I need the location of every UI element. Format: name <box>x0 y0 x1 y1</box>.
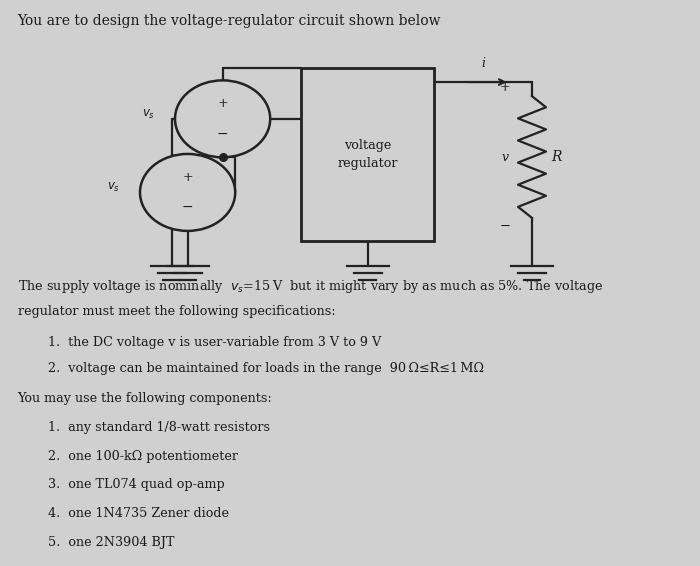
Text: +: + <box>217 97 228 110</box>
Text: +: + <box>182 170 193 183</box>
Text: $v_s$: $v_s$ <box>142 108 155 121</box>
Text: 1.  the DC voltage v is user-variable from 3 V to 9 V: 1. the DC voltage v is user-variable fro… <box>48 336 381 349</box>
Text: 1.  any standard 1/8-watt resistors: 1. any standard 1/8-watt resistors <box>48 421 270 434</box>
Text: 4.  one 1N4735 Zener diode: 4. one 1N4735 Zener diode <box>48 507 229 520</box>
Text: R: R <box>552 150 562 164</box>
Text: −: − <box>182 200 193 214</box>
Text: voltage
regulator: voltage regulator <box>337 139 398 170</box>
Text: You are to design the voltage-regulator circuit shown below: You are to design the voltage-regulator … <box>18 14 441 28</box>
Text: regulator must meet the following specifications:: regulator must meet the following specif… <box>18 305 335 318</box>
Text: 5.  one 2N3904 BJT: 5. one 2N3904 BJT <box>48 535 174 548</box>
Text: 2.  voltage can be maintained for loads in the range  90 Ω≤R≤1 MΩ: 2. voltage can be maintained for loads i… <box>48 362 484 375</box>
Circle shape <box>175 80 270 157</box>
Text: −: − <box>500 220 511 233</box>
Text: v: v <box>502 151 509 164</box>
Text: 3.  one TL074 quad op-amp: 3. one TL074 quad op-amp <box>48 478 224 491</box>
Text: i: i <box>481 57 485 70</box>
Text: The supply voltage is nominally  $v_s$=15 V  but it might vary by as much as 5%.: The supply voltage is nominally $v_s$=15… <box>18 278 603 295</box>
Text: $v_s$: $v_s$ <box>107 181 120 195</box>
Text: −: − <box>217 126 228 140</box>
Text: You may use the following components:: You may use the following components: <box>18 392 272 405</box>
Circle shape <box>140 154 235 231</box>
Bar <box>301 68 434 241</box>
Text: +: + <box>500 82 511 94</box>
Text: 2.  one 100-kΩ potentiometer: 2. one 100-kΩ potentiometer <box>48 449 237 462</box>
